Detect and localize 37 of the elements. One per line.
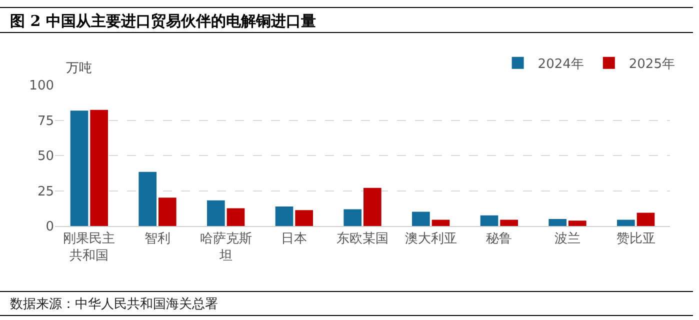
x-tick-label: 赞比亚 bbox=[616, 232, 656, 247]
y-tick-label: 100 bbox=[29, 78, 54, 94]
bar bbox=[90, 110, 108, 226]
x-tick-label: 哈萨克斯坦 bbox=[200, 232, 252, 264]
y-tick-label: 75 bbox=[37, 114, 54, 129]
y-tick-label: 0 bbox=[46, 220, 54, 235]
chart-title: 图 2 中国从主要进口贸易伙伴的电解铜进口量 bbox=[0, 7, 693, 33]
y-tick-label: 50 bbox=[37, 149, 54, 164]
y-tick-label: 25 bbox=[37, 184, 54, 200]
bar bbox=[617, 220, 635, 226]
x-tick-label: 日本 bbox=[281, 232, 308, 247]
source-note: 数据来源：中华人民共和国海关总署 bbox=[0, 291, 693, 316]
bar bbox=[295, 210, 313, 226]
bar bbox=[275, 206, 294, 226]
legend-label: 2024年 bbox=[538, 56, 584, 72]
bar bbox=[480, 215, 498, 226]
x-tick-label: 秘鲁 bbox=[486, 232, 512, 247]
bar bbox=[636, 212, 655, 226]
bar bbox=[344, 209, 362, 226]
bar bbox=[138, 172, 157, 226]
legend-label: 2025年 bbox=[628, 56, 675, 72]
bar bbox=[158, 198, 176, 226]
bar bbox=[432, 220, 450, 226]
x-tick-label: 东欧某国 bbox=[336, 232, 388, 247]
bar bbox=[70, 110, 88, 226]
bar bbox=[207, 200, 225, 226]
bar bbox=[568, 220, 586, 226]
y-axis-title: 万吨 bbox=[66, 61, 92, 76]
x-tick-label: 波兰 bbox=[554, 232, 580, 247]
bar bbox=[412, 212, 430, 226]
bar bbox=[548, 218, 567, 226]
bar bbox=[363, 188, 382, 226]
x-tick-label: 刚果民主共和国 bbox=[63, 230, 116, 264]
bar bbox=[500, 220, 518, 226]
x-tick-label: 智利 bbox=[144, 232, 170, 247]
x-tick-label: 澳大利亚 bbox=[404, 232, 457, 247]
bar bbox=[226, 208, 245, 226]
